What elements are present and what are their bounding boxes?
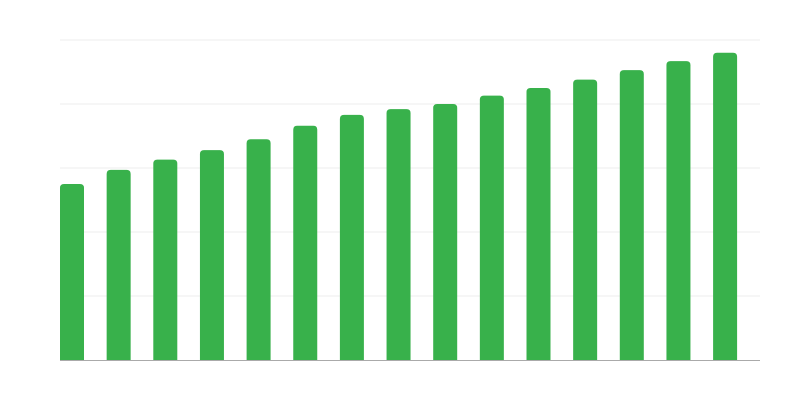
bar-11 xyxy=(526,88,551,360)
bar-3 xyxy=(153,159,178,360)
bar-2 xyxy=(106,169,131,360)
bar-14 xyxy=(666,61,691,361)
bar-1 xyxy=(60,184,84,360)
bar-10 xyxy=(479,95,504,361)
bar-12 xyxy=(573,79,598,361)
bar-9 xyxy=(433,104,458,360)
bars xyxy=(60,52,738,361)
bar-5 xyxy=(246,139,271,360)
bar-7 xyxy=(339,114,364,360)
bar-13 xyxy=(619,70,644,360)
bar-6 xyxy=(293,125,318,360)
bar-15 xyxy=(713,52,738,361)
bar-4 xyxy=(199,150,224,360)
bar-8 xyxy=(386,109,411,361)
